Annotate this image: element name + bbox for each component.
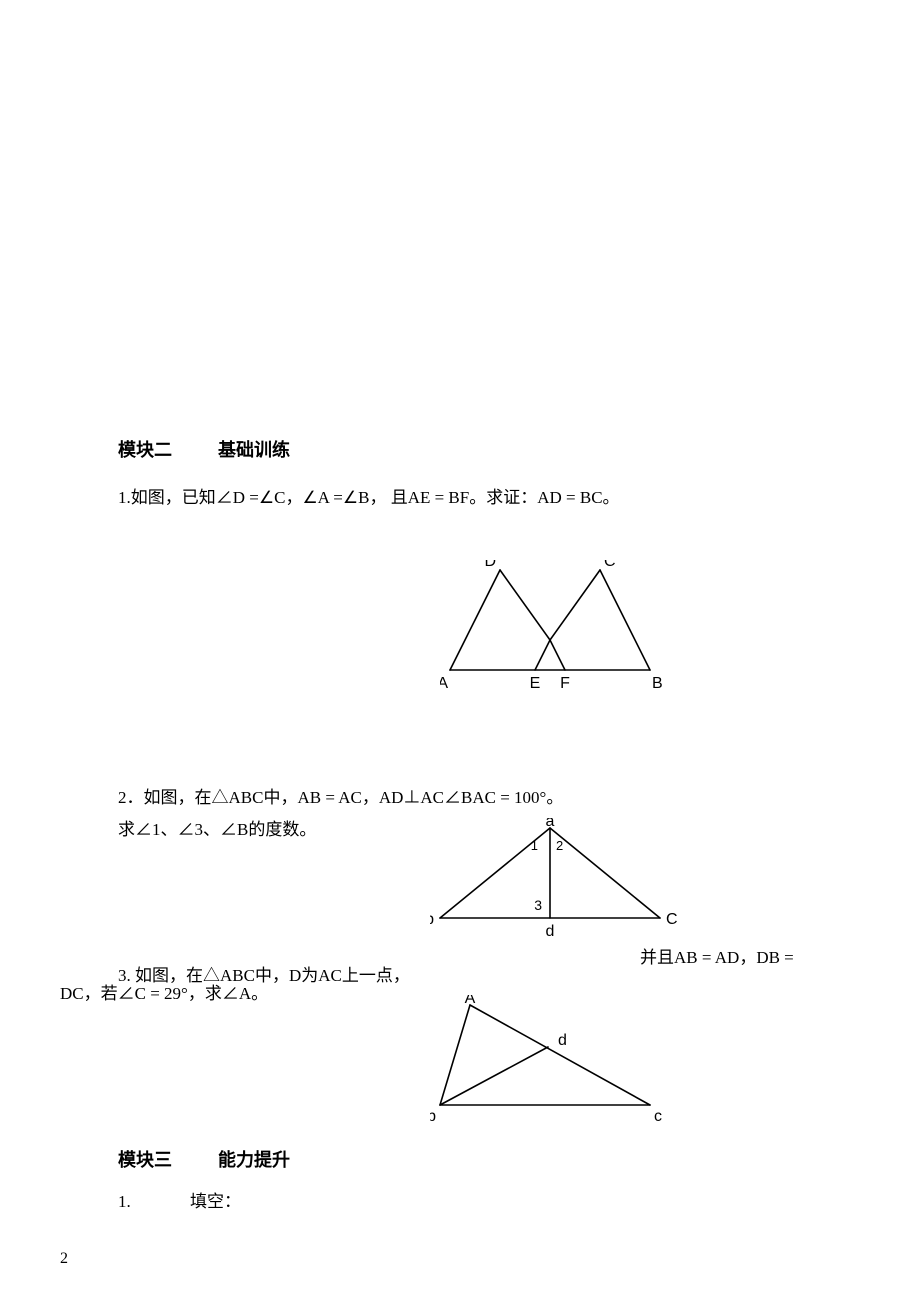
section2-q3-part2: 并且AB = AD，DB = <box>640 948 794 968</box>
svg-text:C: C <box>666 911 678 928</box>
section2-q3-part3: DC，若∠C = 29°，求∠A。 <box>60 984 268 1004</box>
section3-heading-title: 能力提升 <box>218 1150 290 1172</box>
svg-text:a: a <box>546 818 555 830</box>
section2-q2-line2: 求∠1、∠3、∠B的度数。 <box>118 820 316 840</box>
svg-text:d: d <box>558 1032 567 1049</box>
figure-2: a b Cd 1 2 3 <box>430 818 680 943</box>
section3-q1-text: 填空： <box>190 1192 241 1212</box>
svg-text:b: b <box>430 1108 436 1125</box>
svg-text:E: E <box>530 675 541 692</box>
section2-q2-line1: 2．如图，在△ABC中，AB = AC，AD⊥AC∠BAC = 100°。 <box>118 788 563 808</box>
svg-text:D: D <box>484 560 496 570</box>
section2-heading-prefix: 模块二 <box>118 440 172 462</box>
section2-q1: 1.如图，已知∠D =∠C，∠A =∠B， 且AE = BF。求证：AD = B… <box>118 488 620 508</box>
svg-text:F: F <box>560 675 570 692</box>
svg-text:C: C <box>604 560 616 570</box>
svg-text:3: 3 <box>534 897 542 913</box>
section2-heading-title: 基础训练 <box>218 440 290 462</box>
svg-text:c: c <box>654 1108 662 1125</box>
page: 模块二 基础训练 1.如图，已知∠D =∠C，∠A =∠B， 且AE = BF。… <box>0 0 920 1302</box>
svg-text:b: b <box>430 911 434 928</box>
svg-text:B: B <box>652 675 663 692</box>
page-number: 2 <box>60 1250 68 1268</box>
svg-text:A: A <box>440 675 448 692</box>
svg-text:1: 1 <box>531 838 538 853</box>
svg-text:d: d <box>546 923 555 940</box>
section3-q1-num: 1. <box>118 1192 131 1212</box>
svg-text:2: 2 <box>556 838 563 853</box>
figure-1: D C A B E F <box>440 560 670 700</box>
figure-3: Ab c d <box>430 995 670 1130</box>
section3-heading-prefix: 模块三 <box>118 1150 172 1172</box>
svg-text:A: A <box>465 995 476 1007</box>
